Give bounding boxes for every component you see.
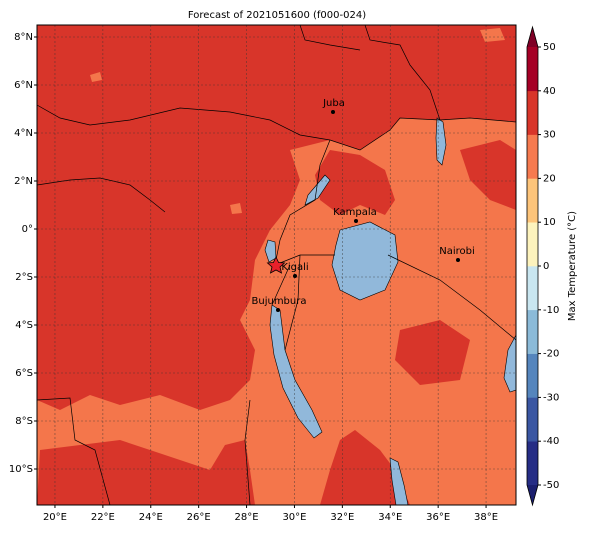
lon-label: 32°E <box>330 512 354 523</box>
colorbar: 50 40 30 20 10 0 -10 -20 -30 -40 -50 <box>526 25 559 507</box>
colorbar-band <box>527 47 538 92</box>
city-label: Kampala <box>333 207 377 218</box>
colorbar-band <box>527 397 538 442</box>
map-frame <box>36 24 517 506</box>
city-dot <box>456 258 460 262</box>
ocean <box>503 334 516 393</box>
colorbar-tick-label: 10 <box>543 217 556 228</box>
city-label: Juba <box>322 98 345 109</box>
lake-kivu <box>264 239 277 263</box>
city-dot <box>354 219 358 223</box>
lon-label: 20°E <box>43 512 67 523</box>
lat-label: 6°N <box>14 80 33 91</box>
lon-label: 28°E <box>235 512 259 523</box>
colorbar-tick-label: -30 <box>543 392 559 403</box>
colorbar-label: Max Temperature (°C) <box>567 211 578 321</box>
colorbar-tick-label: -50 <box>543 480 559 491</box>
colorbar-band <box>527 178 538 223</box>
colorbar-tick-label: 0 <box>543 261 549 272</box>
lon-label: 22°E <box>91 512 115 523</box>
colorbar-under <box>527 485 538 505</box>
lat-label: 2°N <box>14 176 33 187</box>
lake-tanganyika <box>269 304 323 439</box>
lat-label: 8°S <box>15 416 33 427</box>
lon-label: 36°E <box>426 512 450 523</box>
lon-label: 30°E <box>282 512 306 523</box>
lat-label: 6°S <box>15 368 33 379</box>
colorbar-band <box>527 309 538 354</box>
lake-malawi <box>389 457 409 505</box>
lon-label: 26°E <box>187 512 211 523</box>
city-label: Nairobi <box>439 246 475 257</box>
lat-label: 10°S <box>9 464 33 475</box>
border <box>37 25 516 505</box>
map-field <box>37 25 516 505</box>
lon-label: 38°E <box>474 512 498 523</box>
colorbar-band <box>527 222 538 267</box>
colorbar-tick-label: 30 <box>543 130 556 141</box>
colorbar-tick-label: -40 <box>543 436 559 447</box>
colorbar-band <box>527 353 538 398</box>
lon-label: 34°E <box>378 512 402 523</box>
city-dot <box>331 110 335 114</box>
lat-label: 0° <box>22 224 33 235</box>
lake-albert <box>304 174 331 206</box>
colorbar-over <box>527 27 538 47</box>
colorbar-band <box>527 266 538 311</box>
city-dot <box>276 308 280 312</box>
colorbar-tick-label: 40 <box>543 86 556 97</box>
lat-label: 2°S <box>15 272 33 283</box>
lat-label: 4°S <box>15 320 33 331</box>
city-label: Bujumbura <box>252 296 307 307</box>
city-dot <box>293 274 297 278</box>
city-label: Kigali <box>281 262 308 273</box>
cities: Juba Kampala Nairobi Kigali Bujumbura <box>252 98 475 312</box>
graticule: 8°N 6°N 4°N 2°N 0° 2°S 4°S 6°S 8°S 10°S 20°E 22°E 24… <box>9 25 516 523</box>
colorbar-band <box>527 90 538 135</box>
colorbar-band <box>527 441 538 486</box>
location-star <box>266 256 286 274</box>
field-hot-patch <box>460 140 516 210</box>
colorbar-tick-label: -20 <box>543 349 559 360</box>
colorbar-tick-label: -10 <box>543 305 559 316</box>
field-hot-patch <box>315 150 395 215</box>
lon-label: 24°E <box>139 512 163 523</box>
lake-turkana <box>435 117 447 166</box>
colorbar-band <box>527 134 538 179</box>
field-hot-patch <box>395 320 470 385</box>
lat-label: 4°N <box>14 128 33 139</box>
lat-label: 8°N <box>14 32 33 43</box>
title: Forecast of 2021051600 (f000-024) <box>188 10 366 21</box>
colorbar-tick-label: 20 <box>543 173 556 184</box>
colorbar-tick-label: 50 <box>543 42 556 53</box>
